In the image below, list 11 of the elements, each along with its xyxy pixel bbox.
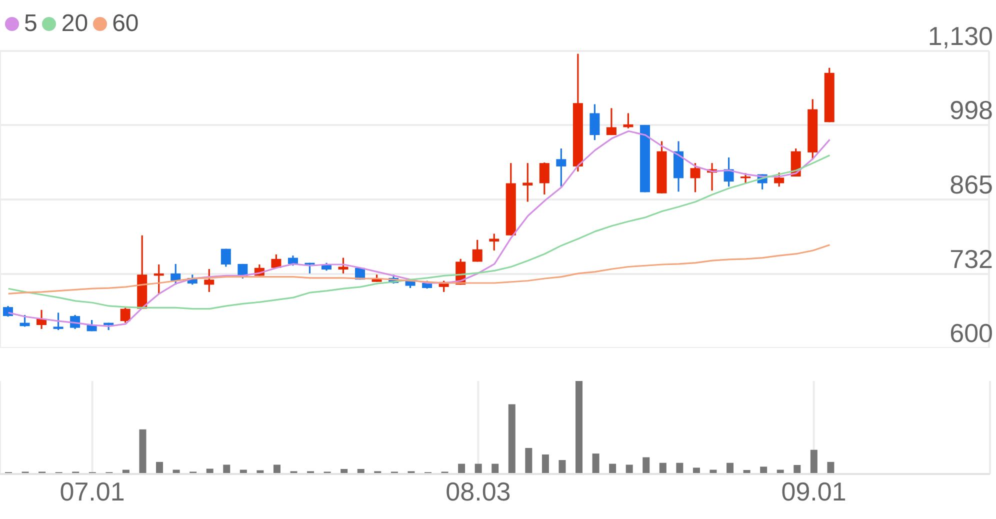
legend-label: 5	[24, 10, 38, 38]
y-tick-label: 600	[950, 318, 993, 348]
y-tick-label: 998	[950, 94, 993, 125]
x-tick-label: 07.01	[60, 476, 125, 506]
y-tick-label: 732	[950, 244, 993, 274]
legend-label: 60	[112, 10, 139, 38]
legend-label: 20	[61, 10, 88, 38]
x-tick-label: 08.03	[446, 476, 511, 506]
x-tick-label: 09.01	[781, 476, 846, 506]
y-tick-label: 865	[950, 170, 993, 200]
y-tick-label: 1,130	[928, 21, 993, 51]
